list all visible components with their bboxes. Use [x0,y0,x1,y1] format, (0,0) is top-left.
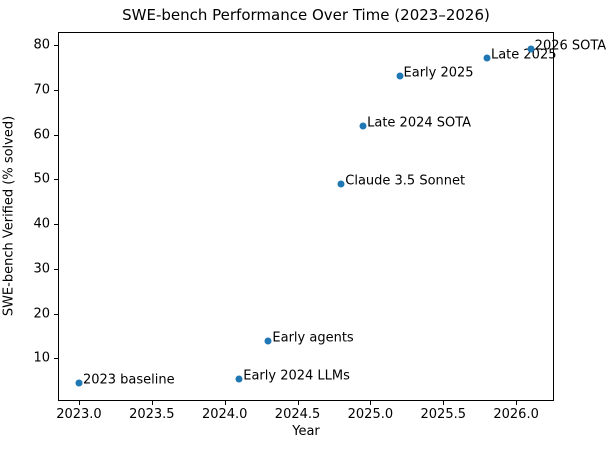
y-tick-mark [54,134,58,136]
y-tick-label: 10 [33,350,50,366]
x-tick-mark [78,401,80,405]
point-label: 2023 baseline [82,372,175,388]
point-label: Late 2024 SOTA [367,115,472,131]
y-tick-mark [54,179,58,181]
x-tick-label: 2025.0 [347,407,394,422]
x-tick-mark [516,401,518,405]
point-label: Early 2024 LLMs [243,368,350,384]
point-label: Early agents [272,330,354,346]
x-tick-mark [224,401,226,405]
x-tick-mark [370,401,372,405]
data-point [527,45,535,53]
y-tick-mark [54,224,58,226]
point-label: 2026 SOTA [534,38,607,54]
y-tick-label: 70 [33,82,50,98]
y-tick-label: 60 [33,127,50,143]
data-point [337,180,345,188]
plot-area [58,32,554,401]
data-point [264,337,272,345]
y-tick-label: 80 [33,37,50,53]
x-tick-label: 2023.5 [129,407,175,422]
data-point [483,54,491,62]
y-tick-label: 20 [33,306,50,322]
data-point [359,122,367,130]
x-tick-label: 2026.0 [493,407,539,422]
x-axis-label: Year [292,424,320,439]
x-tick-mark [443,401,445,405]
x-tick-label: 2025.5 [420,407,467,422]
x-tick-label: 2024.0 [201,407,248,422]
chart-title: SWE-bench Performance Over Time (2023–20… [122,6,490,24]
data-point [235,375,243,383]
y-tick-mark [54,89,58,91]
y-axis-label: SWE-bench Verified (% solved) [1,115,17,317]
x-tick-label: 2024.5 [274,407,321,422]
y-tick-mark [54,313,58,315]
x-tick-mark [297,401,299,405]
x-tick-label: 2023.0 [56,407,102,422]
data-point [75,379,83,387]
y-tick-mark [54,268,58,270]
x-tick-mark [151,401,153,405]
point-label: Claude 3.5 Sonnet [345,173,466,189]
y-tick-mark [54,358,58,360]
y-tick-mark [54,44,58,46]
y-tick-label: 50 [33,171,50,187]
point-label: Early 2025 [403,65,474,81]
data-point [396,72,404,80]
point-label: Late 2025 [490,47,557,63]
y-tick-label: 30 [33,261,50,277]
y-tick-label: 40 [33,216,50,232]
